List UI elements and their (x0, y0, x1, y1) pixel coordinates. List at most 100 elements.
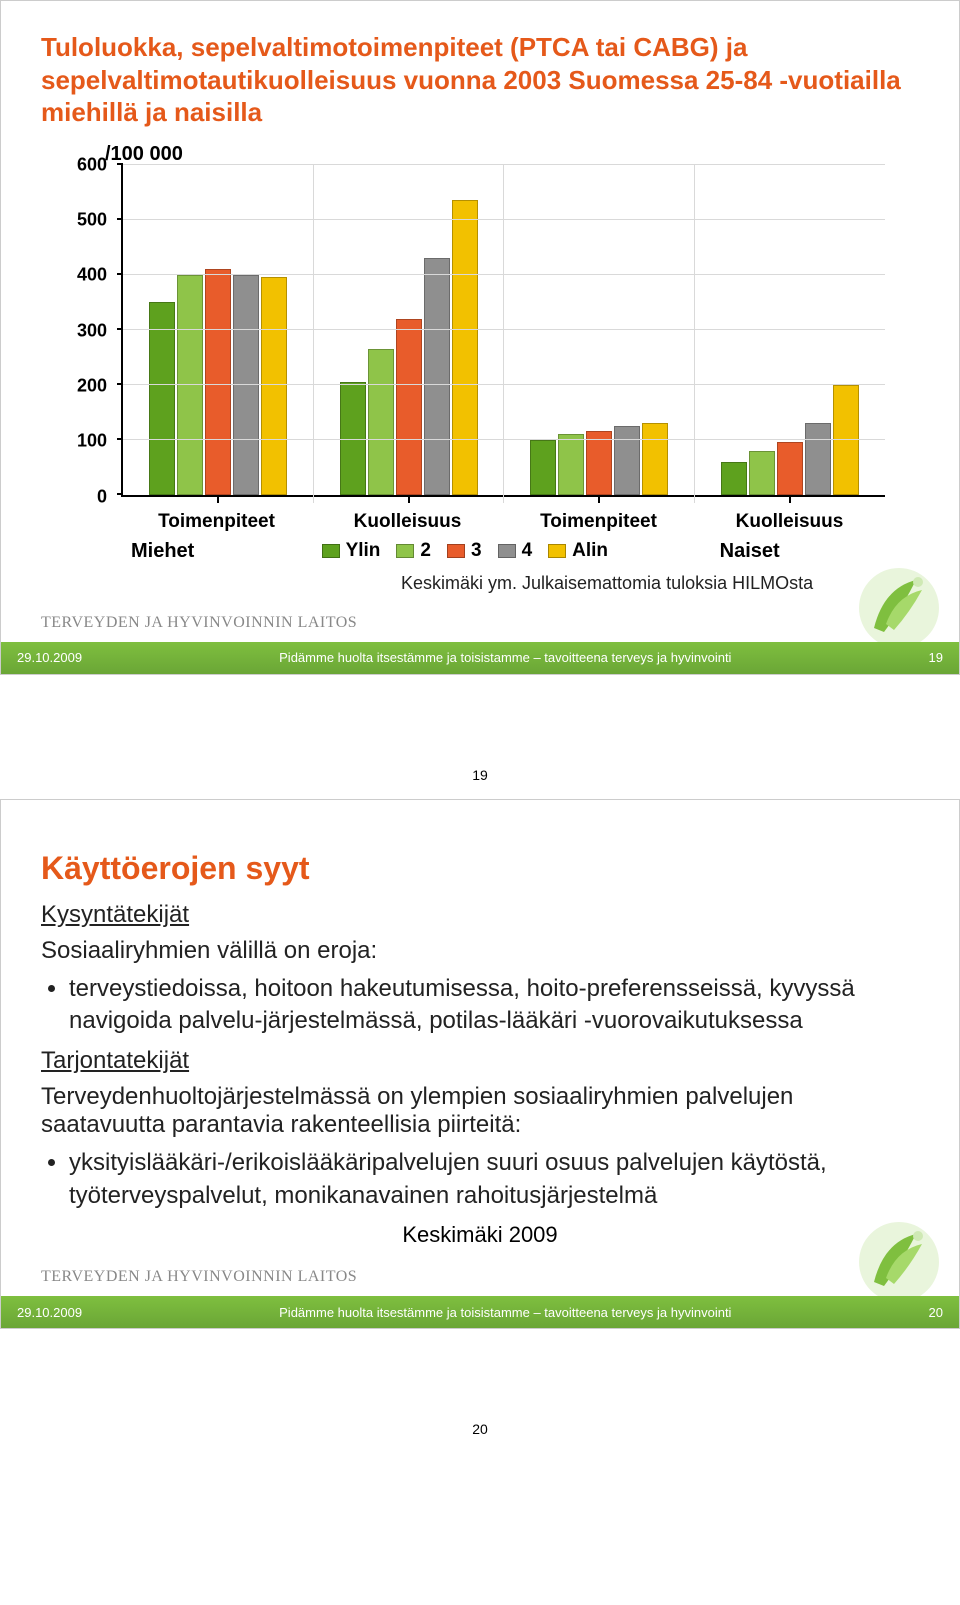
footer-text: Pidämme huolta itsestämme ja toisistamme… (279, 1305, 731, 1320)
legend-swatch (322, 544, 340, 558)
lead-1: Sosiaaliryhmien välillä on eroja: (41, 937, 919, 965)
legend-label: Alin (572, 540, 608, 562)
bar (614, 426, 640, 495)
legend-swatch (548, 544, 566, 558)
y-tick-label: 100 (59, 431, 107, 452)
section-label-left: Miehet (121, 540, 228, 563)
bar (396, 319, 422, 495)
y-tick-mark (117, 328, 123, 330)
slide-heading: Käyttöerojen syyt (41, 850, 919, 887)
legend-swatch (498, 544, 516, 558)
gridline (123, 439, 885, 440)
legend-row: Ylin 2 3 4 Alin (228, 540, 702, 562)
y-tick-label: 400 (59, 265, 107, 286)
subhead-1: Kysyntätekijät (41, 901, 919, 929)
legend-item: 3 (447, 540, 482, 562)
leaf-icon (839, 1212, 949, 1302)
footer-date: 29.10.2009 (17, 1305, 82, 1320)
bullets-2: yksityislääkäri-/erikoislääkäripalveluje… (41, 1147, 919, 1212)
legend-label: 4 (522, 540, 533, 562)
bar-groups (123, 165, 885, 495)
x-tick-mark (598, 495, 600, 503)
y-tick-label: 600 (59, 154, 107, 175)
slide-footer: 29.10.2009 Pidämme huolta itsestämme ja … (1, 1296, 959, 1328)
bar (233, 275, 259, 495)
y-tick-mark (117, 163, 123, 165)
bullets-1: terveystiedoissa, hoitoon hakeutumisessa… (41, 973, 919, 1038)
org-name: TERVEYDEN JA HYVINVOINNIN LAITOS (41, 614, 919, 632)
x-axis-label: Toimenpiteet (503, 511, 694, 533)
bar (149, 302, 175, 495)
gridline (123, 384, 885, 385)
x-tick-mark (789, 495, 791, 503)
x-tick-mark (217, 495, 219, 503)
legend-label: 3 (471, 540, 482, 562)
gridline (123, 219, 885, 220)
bar (368, 349, 394, 495)
page-dup-1: 19 (0, 767, 960, 783)
bar (558, 434, 584, 495)
bar (777, 442, 803, 494)
lead-2: Terveydenhuoltojärjestelmässä on ylempie… (41, 1083, 919, 1139)
plot-area (121, 165, 885, 497)
slide-title: Tuloluokka, sepelvaltimotoimenpiteet (PT… (41, 31, 919, 129)
x-axis-label: Kuolleisuus (694, 511, 885, 533)
legend-label: 2 (420, 540, 431, 562)
bar (586, 431, 612, 494)
footer-date: 29.10.2009 (17, 650, 82, 665)
page-dup-2: 20 (0, 1421, 960, 1437)
bar-group (314, 165, 505, 495)
bar (424, 258, 450, 495)
bar (642, 423, 668, 495)
footer-text: Pidämme huolta itsestämme ja toisistamme… (279, 650, 731, 665)
slide-footer: 29.10.2009 Pidämme huolta itsestämme ja … (1, 642, 959, 674)
section-labels: MiehetYlin234AlinNaiset (121, 540, 885, 563)
bar-group (123, 165, 314, 495)
bar-group (695, 165, 886, 495)
bar-group (504, 165, 695, 495)
bar (452, 200, 478, 494)
y-tick-mark (117, 438, 123, 440)
bar (721, 462, 747, 495)
bar-chart: /100 000 0100200300400500600 Toimenpitee… (65, 147, 895, 567)
leaf-icon (839, 558, 949, 648)
x-axis-labels: ToimenpiteetKuolleisuusToimenpiteetKuoll… (121, 511, 885, 533)
page-number: 19 (929, 650, 943, 665)
legend-swatch (396, 544, 414, 558)
legend-item: 2 (396, 540, 431, 562)
legend-item: 4 (498, 540, 533, 562)
legend-item: Alin (548, 540, 608, 562)
y-tick-label: 0 (59, 486, 107, 507)
y-axis: 0100200300400500600 (65, 165, 115, 497)
bar (261, 277, 287, 494)
gridline (123, 329, 885, 330)
x-tick-mark (408, 495, 410, 503)
y-tick-mark (117, 493, 123, 495)
y-tick-label: 200 (59, 375, 107, 396)
bar (749, 451, 775, 495)
gridline (123, 274, 885, 275)
page-number: 20 (929, 1305, 943, 1320)
y-tick-mark (117, 273, 123, 275)
slide-2: Käyttöerojen syyt Kysyntätekijät Sosiaal… (0, 799, 960, 1330)
y-tick-label: 500 (59, 209, 107, 230)
bullet-1: terveystiedoissa, hoitoon hakeutumisessa… (69, 973, 919, 1038)
x-axis-label: Toimenpiteet (121, 511, 312, 533)
bullet-2: yksityislääkäri-/erikoislääkäripalveluje… (69, 1147, 919, 1212)
x-axis-label: Kuolleisuus (312, 511, 503, 533)
bar (530, 440, 556, 495)
legend-label: Ylin (346, 540, 381, 562)
org-name-2: TERVEYDEN JA HYVINVOINNIN LAITOS (41, 1268, 919, 1286)
bar (833, 385, 859, 495)
bar (177, 275, 203, 495)
bar (805, 423, 831, 495)
slide2-note: Keskimäki 2009 (41, 1222, 919, 1248)
bar (205, 269, 231, 495)
legend-swatch (447, 544, 465, 558)
y-tick-mark (117, 383, 123, 385)
subhead-2: Tarjontatekijät (41, 1047, 919, 1075)
legend-item: Ylin (322, 540, 381, 562)
slide-1: Tuloluokka, sepelvaltimotoimenpiteet (PT… (0, 0, 960, 675)
y-tick-mark (117, 218, 123, 220)
gridline (123, 164, 885, 165)
